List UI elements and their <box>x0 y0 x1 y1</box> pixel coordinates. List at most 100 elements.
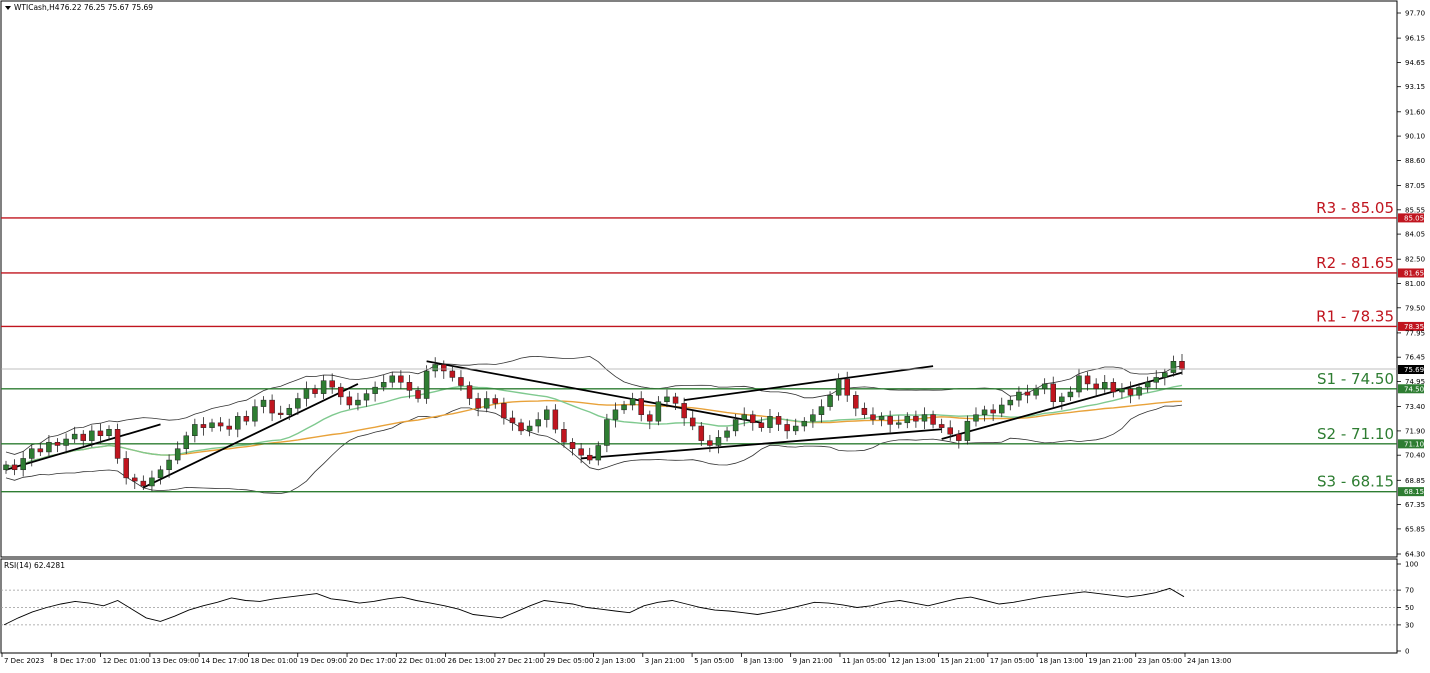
candle-body <box>1144 382 1151 388</box>
dropdown-triangle-icon[interactable] <box>5 6 11 10</box>
trendline <box>684 365 934 402</box>
candle-body <box>664 396 670 402</box>
x-tick-label: 23 Jan 05:00 <box>1138 657 1182 665</box>
resistance-level-label: R3 - 85.05 <box>1316 199 1394 217</box>
candle-body <box>286 407 293 415</box>
candle-body <box>329 380 335 388</box>
ma-fast-line <box>5 384 1183 469</box>
bollinger-lower-line <box>5 404 1183 494</box>
candle-body <box>389 375 396 383</box>
y-tick-label: 70.40 <box>1405 452 1425 460</box>
candle-body <box>466 385 473 399</box>
x-tick-label: 12 Dec 01:00 <box>103 657 150 665</box>
candle-body <box>629 398 636 406</box>
candle-body <box>595 445 602 461</box>
candle-body <box>604 419 610 446</box>
y-tick-label: 73.40 <box>1405 403 1425 411</box>
trendline <box>581 428 942 460</box>
support-price-tag <box>1398 384 1424 394</box>
trendline <box>142 383 359 489</box>
candle-body <box>758 422 765 428</box>
support-price-tag-text: 71.10 <box>1404 440 1424 448</box>
candle-body <box>183 435 190 449</box>
rsi-panel-frame <box>0 558 1398 654</box>
ohlc-values: 76.22 76.25 75.67 75.69 <box>60 3 153 12</box>
candle-body <box>114 429 121 459</box>
support-level-label: S2 - 71.10 <box>1317 425 1394 443</box>
y-tick-label: 64.30 <box>1405 551 1425 559</box>
main-panel-frame <box>0 0 1398 558</box>
resistance-price-tag <box>1398 321 1424 331</box>
y-tick-label: 68.85 <box>1405 477 1425 485</box>
candle-body <box>612 409 619 420</box>
candle-body <box>303 388 310 399</box>
candle-body <box>363 393 370 401</box>
candle-body <box>801 420 808 427</box>
candle-body <box>870 414 876 420</box>
support-resistance-levels: R3 - 85.05 85.05 R2 - 81.65 81.65 R1 - 78.35… <box>1 199 1424 497</box>
x-tick-label: 8 Dec 17:00 <box>53 657 96 665</box>
candle-body <box>956 433 962 441</box>
candle-body <box>552 409 559 430</box>
y-tick-label: 71.90 <box>1405 427 1425 435</box>
x-tick-label: 18 Dec 01:00 <box>250 657 297 665</box>
rsi-line <box>3 587 1185 626</box>
candle-body <box>1170 360 1177 373</box>
candle-body <box>355 399 361 406</box>
resistance-price-tag-text: 78.35 <box>1404 323 1424 331</box>
candle-body <box>509 417 516 424</box>
candle-body <box>784 424 790 432</box>
candle-body <box>1041 383 1048 390</box>
x-tick-label: 17 Jan 05:00 <box>990 657 1034 665</box>
candle-body <box>827 395 833 407</box>
x-tick-label: 24 Jan 13:00 <box>1187 657 1231 665</box>
candle-body <box>29 448 35 459</box>
rsi-tick-label: 30 <box>1405 621 1414 629</box>
candle-body <box>621 404 627 411</box>
candle-body <box>157 469 164 479</box>
candle-body <box>166 459 172 471</box>
y-tick-label: 85.55 <box>1405 206 1425 214</box>
candle-body <box>380 382 387 388</box>
y-tick-label: 88.60 <box>1405 157 1425 165</box>
candle-body <box>810 414 816 422</box>
candle-body <box>689 417 696 427</box>
candle-body <box>277 412 284 415</box>
resistance-price-tag <box>1398 268 1424 278</box>
candle-body <box>37 448 44 453</box>
y-axis-ticks: 97.70 96.15 94.65 93.15 91.60 90.10 88.60 87.05… <box>1397 10 1425 559</box>
current-price-text: 75.69 <box>1404 366 1424 374</box>
candle-body <box>724 430 730 438</box>
candle-body <box>835 378 842 396</box>
candle-body <box>192 424 198 437</box>
candle-body <box>1101 382 1108 390</box>
candle-body <box>501 403 507 419</box>
y-tick-label: 84.05 <box>1405 231 1425 239</box>
resistance-price-tag <box>1398 213 1424 223</box>
y-tick-label: 82.50 <box>1405 256 1425 264</box>
candle-body <box>1162 372 1168 378</box>
candle-body <box>1033 388 1039 396</box>
candle-body <box>346 396 353 406</box>
support-level-label: S3 - 68.15 <box>1317 473 1394 491</box>
candle-body <box>1136 386 1142 396</box>
candle-body <box>578 448 584 456</box>
candle-body <box>11 464 18 471</box>
candle-body <box>938 424 945 428</box>
candle-body <box>106 429 112 437</box>
candle-body <box>475 398 481 409</box>
rsi-tick-label: 50 <box>1405 604 1414 612</box>
y-tick-label: 93.15 <box>1405 83 1425 91</box>
candle-body <box>707 440 713 446</box>
candle-body <box>312 388 318 394</box>
x-tick-label: 19 Jan 21:00 <box>1088 657 1132 665</box>
x-tick-label: 15 Jan 21:00 <box>941 657 985 665</box>
x-tick-label: 5 Jan 05:00 <box>694 657 734 665</box>
candle-body <box>1076 375 1082 393</box>
candles <box>3 353 1185 492</box>
candle-body <box>97 430 104 437</box>
candle-body <box>767 416 773 428</box>
x-tick-label: 20 Dec 17:00 <box>349 657 396 665</box>
x-tick-label: 14 Dec 17:00 <box>201 657 248 665</box>
